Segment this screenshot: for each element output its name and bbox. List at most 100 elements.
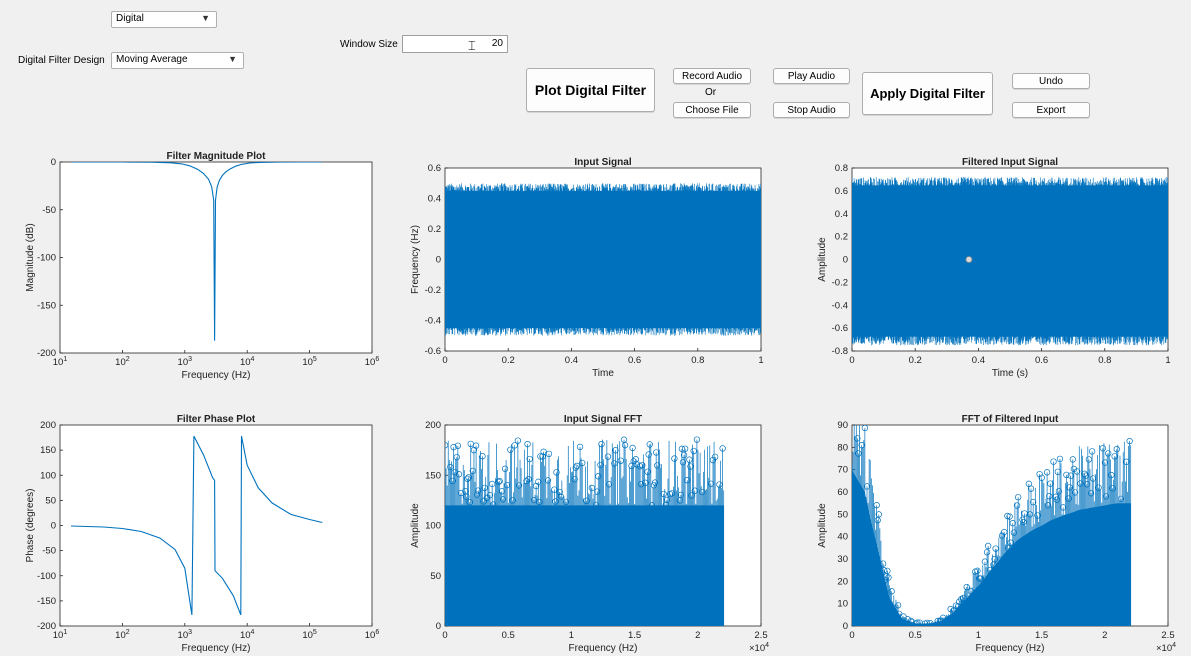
stem-marker [449,477,456,485]
stem-marker [677,491,684,499]
apply-digital-filter-button[interactable]: Apply Digital Filter [862,72,993,115]
x-tick-label: 101 [53,356,68,368]
x-tick-label: 101 [53,629,68,641]
stem-marker [621,442,629,449]
stem-marker [1099,445,1106,452]
stem-marker [1117,495,1125,502]
y-tick-label: -50 [42,205,56,216]
stem-marker [990,561,997,568]
stem-marker [1056,455,1064,463]
spectrum-fill [852,469,1131,626]
y-tick-label: 50 [45,495,56,506]
x-axis-label: Frequency (Hz) [569,643,638,654]
stem-marker [579,459,586,467]
stem-marker [914,619,921,626]
mode-dropdown-value: Digital [116,13,144,24]
undo-button[interactable]: Undo [1012,73,1090,89]
stem-marker [908,618,916,626]
stem-marker [1027,485,1035,492]
stem-marker [686,456,693,463]
stem-marker [976,575,983,582]
mode-dropdown[interactable]: Digital ▼ [111,11,217,28]
stem-marker [937,617,945,624]
stem-marker [1038,474,1045,481]
x-axis-label: Time (s) [992,368,1028,379]
stem-marker [956,598,963,605]
x-tick-label: 2 [695,630,700,641]
choose-file-button[interactable]: Choose File [673,102,751,118]
stem-marker [597,461,604,469]
stem-marker [1030,499,1037,506]
stem-marker [611,460,618,467]
stem-marker [855,450,862,457]
stem-marker [474,491,481,498]
stem-marker [950,607,957,614]
stem-marker [1082,472,1089,479]
stem-marker [573,462,581,470]
plot-digital-filter-button[interactable]: Plot Digital Filter [526,68,655,112]
stem-marker [882,576,889,584]
plot-area [444,424,762,627]
stem-marker [974,567,981,574]
stem-marker [504,481,511,489]
record-audio-button[interactable]: Record Audio [673,68,751,84]
x-tick-label: 0 [849,630,854,641]
y-tick-label: 0 [436,621,441,632]
stem-marker [604,453,612,460]
stem-marker [445,442,449,449]
stem-marker [662,501,669,508]
stem-marker [904,616,911,623]
window-size-input[interactable]: 20 [402,35,508,53]
stem-marker [707,480,714,487]
y-tick-label: -100 [37,571,56,582]
y-tick-label: -0.8 [832,346,848,357]
stem-marker [648,502,656,509]
stem-marker [699,488,706,496]
x-tick-label: 103 [178,629,193,641]
y-tick-label: 0.6 [428,163,441,174]
chart-title: Filtered Input Signal [962,157,1058,168]
y-tick-label: 150 [425,470,441,481]
plot-area [59,161,373,354]
stem-marker [1101,459,1109,466]
stem-marker [628,462,635,469]
stop-audio-button[interactable]: Stop Audio [773,102,850,118]
x-tick-label: 0.6 [628,355,641,366]
stem-marker [885,574,892,581]
stem-marker [475,487,482,494]
stem-marker [532,482,540,490]
stem-marker [881,567,888,574]
stem-marker [921,620,929,626]
y-tick-label: -200 [37,348,56,359]
stem-marker [645,451,652,458]
y-tick-label: 0.6 [835,186,848,197]
stem-marker [952,602,960,609]
x-tick-label: 106 [365,629,380,641]
stem-marker [620,436,628,443]
stem-marker [571,476,578,483]
stem-marker [572,464,579,471]
stem-marker [638,481,645,488]
stem-marker [464,475,471,482]
stem-marker [447,463,454,471]
stem-marker [1077,480,1084,487]
stem-marker [1053,496,1060,503]
y-tick-label: -50 [42,546,56,557]
text-cursor-icon: ⌶ [468,39,476,54]
stem-marker [588,484,596,492]
export-button[interactable]: Export [1012,102,1090,118]
chart-title: Filter Magnitude Plot [167,151,267,162]
play-audio-button[interactable]: Play Audio [773,68,850,84]
stem-marker [552,498,559,505]
stem-marker [654,462,661,469]
stem-marker [1052,493,1059,500]
stem-marker [524,440,531,448]
filter-design-dropdown[interactable]: Moving Average ▼ [111,52,244,69]
stem-marker [539,453,546,460]
y-tick-label: 20 [837,576,848,587]
data-cursor-marker [965,256,973,263]
stem-marker [592,501,600,508]
stem-marker [1065,495,1072,502]
x-tick-label: 0.5 [909,630,922,641]
stem-marker [507,446,514,453]
